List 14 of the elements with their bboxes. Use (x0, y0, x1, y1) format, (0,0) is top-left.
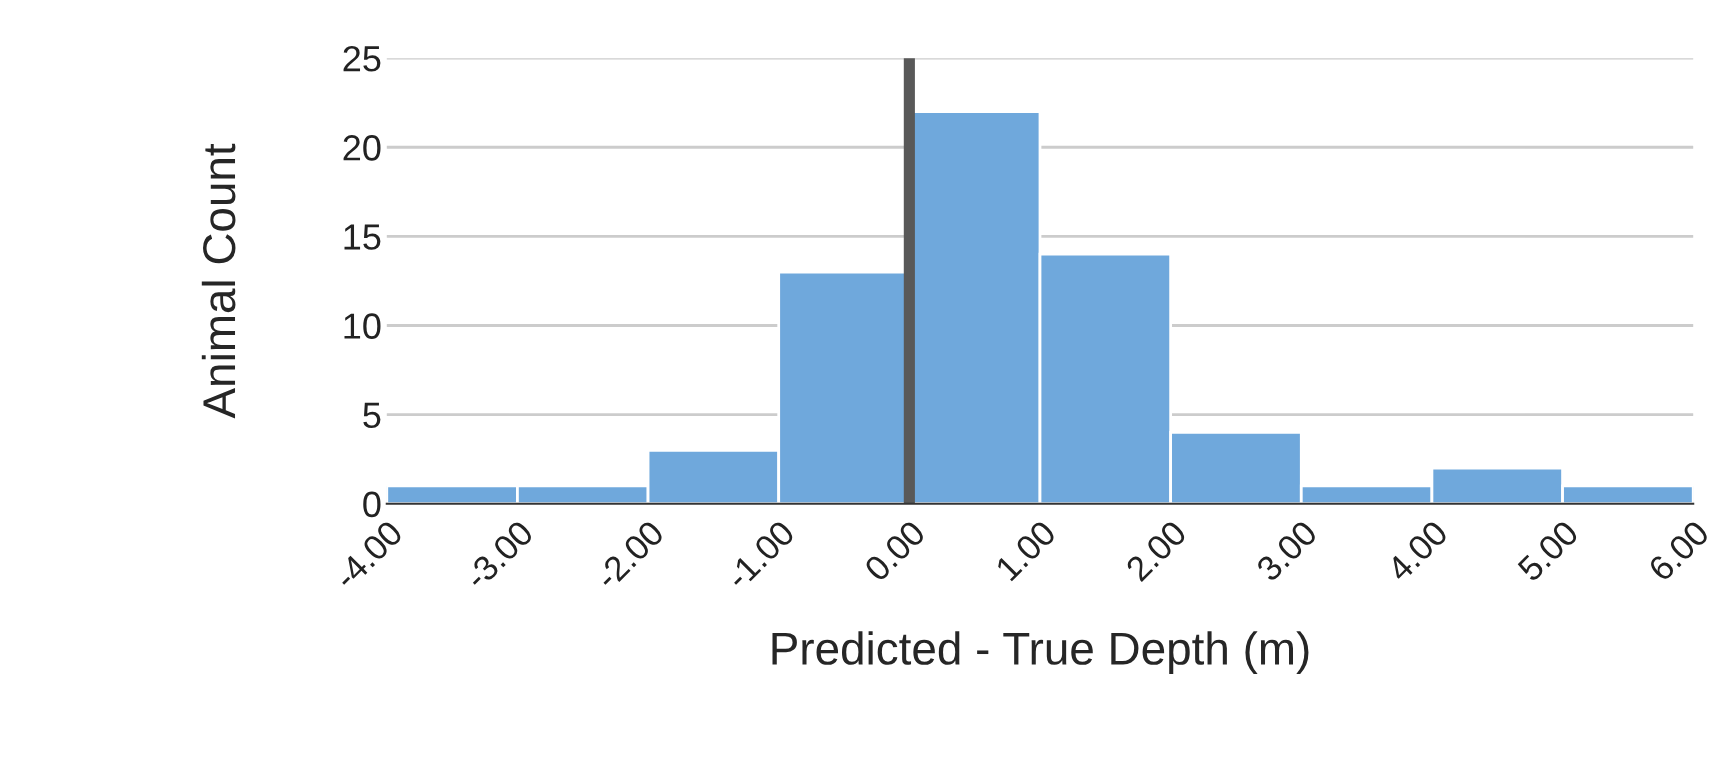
y-tick-label: 25 (343, 45, 381, 72)
x-tick-label: 0.00 (863, 519, 927, 583)
x-tick-label: 1.00 (994, 519, 1058, 582)
y-tick-label: 15 (344, 224, 381, 250)
x-axis-title: Predicted - True Depth (m) (772, 631, 1309, 674)
x-tick-label: 6.00 (1647, 519, 1711, 583)
y-axis-title: Animal Count (201, 143, 236, 419)
x-tick-label: 3.00 (1255, 519, 1319, 583)
y-tick-label: 5 (363, 402, 381, 429)
y-tick-label: 20 (343, 135, 381, 161)
x-tick-label: 5.00 (1516, 519, 1580, 583)
y-tick-label: 0 (363, 491, 381, 518)
y-tick-label: 10 (344, 313, 381, 339)
x-tick-label: 4.00 (1385, 519, 1450, 583)
